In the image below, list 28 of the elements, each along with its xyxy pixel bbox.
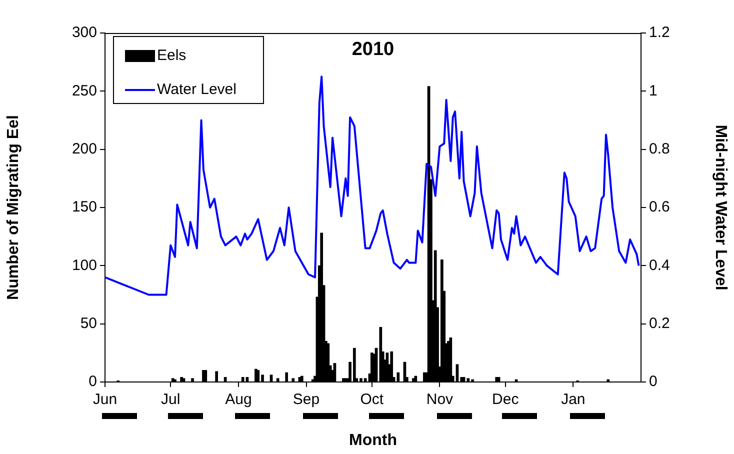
y2-tick-label: 1.2 [649, 24, 670, 42]
x-tick-label: Jan [561, 391, 586, 408]
y-tick-label: 200 [72, 140, 97, 158]
legend-label: Eels [157, 47, 186, 64]
x-tick-label: Jun [92, 391, 118, 408]
x-tick-label: Nov [426, 391, 454, 408]
y-tick-label: 150 [72, 198, 97, 216]
y2-tick-label: 0.4 [649, 256, 670, 274]
x-tick-label: Sep [292, 391, 320, 408]
chart-title: 2010 [352, 39, 394, 60]
y2-tick-label: 0 [649, 373, 658, 390]
x-axis-title: Month [349, 432, 397, 449]
y2-tick-label: 0.6 [649, 198, 670, 216]
y-axis-title: Number of Migrating Eel [5, 115, 22, 300]
y2-tick-label: 0.8 [649, 140, 670, 158]
y-tick-label: 300 [72, 24, 97, 42]
x-tick-label: Oct [360, 391, 384, 408]
y2-tick-label: 1 [649, 82, 658, 100]
y-tick-label: 100 [72, 256, 97, 274]
y-tick-label: 250 [72, 82, 97, 100]
x-tick-label: Dec [492, 391, 520, 408]
y2-tick-label: 0.2 [649, 314, 670, 332]
x-tick-label: Jul [161, 391, 180, 408]
y-tick-label: 50 [80, 314, 97, 332]
y-tick-label: 0 [88, 373, 97, 390]
x-tick-label: Aug [225, 391, 252, 408]
legend-label: Water Level [157, 81, 236, 98]
y2-axis-title: Mid-night Water Level [712, 124, 729, 290]
